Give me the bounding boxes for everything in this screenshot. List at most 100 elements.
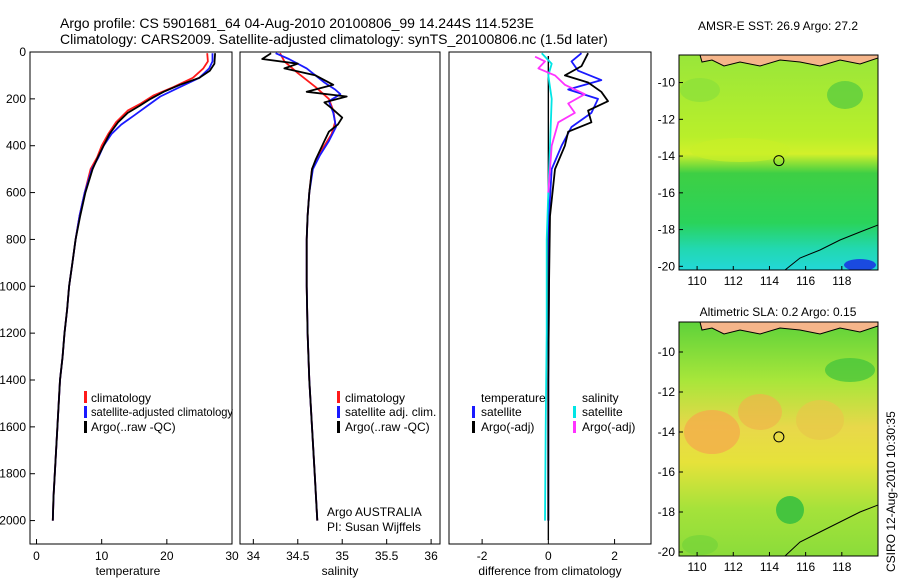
legend-label-satellite: satellite-adjusted climatology — [91, 405, 233, 419]
legend-label-argo: Argo(..raw -QC) — [91, 420, 176, 434]
legend-swatch-satellite — [337, 406, 340, 418]
sst-map-frame — [678, 54, 879, 271]
difference-axis-label: difference from climatology — [478, 564, 621, 578]
figure-title-line1: Argo profile: CS 5901681_64 04-Aug-2010 … — [60, 15, 534, 31]
salinity-series — [261, 52, 348, 521]
lon-tick-label: 114 — [760, 274, 779, 288]
series-line-temp_argo — [547, 52, 609, 521]
figure-title-line2: Climatology: CARS2009. Satellite-adjuste… — [60, 31, 608, 47]
lon-tick-label: 110 — [688, 274, 707, 288]
x-tick-label: 30 — [225, 549, 239, 563]
x-tick-label: 35 — [336, 549, 350, 563]
salinity-axis-label: salinity — [322, 564, 359, 578]
lat-tick-label: -18 — [658, 223, 676, 237]
x-tick-label: 2 — [611, 549, 618, 563]
x-tick-label: 0 — [545, 549, 552, 563]
sla-coastline-south — [784, 504, 878, 556]
lat-tick-label: -10 — [658, 76, 676, 90]
y-tick-label: 200 — [6, 92, 26, 106]
series-line-sal_argo — [534, 55, 586, 193]
y-tick-label: 1600 — [0, 420, 26, 434]
salinity-legend: climatology satellite adj. clim. Argo(..… — [337, 391, 436, 434]
lat-tick-label: -10 — [658, 345, 676, 359]
temperature-y-ticks: 0 200 400 600 800 1000 1200 1400 1600 1800 2000 — [0, 45, 35, 528]
salinity-panel: 34 34.5 35 35.5 36 salinity climatology sate… — [239, 51, 441, 578]
legend-label-sal-argo: Argo(-adj) — [582, 420, 635, 434]
legend-label-satellite: satellite adj. clim. — [345, 405, 436, 419]
x-tick-label: 34 — [247, 549, 261, 563]
y-tick-label: 0 — [19, 45, 26, 59]
sst-argo-location-marker — [773, 155, 785, 167]
sst-map-ticks: 110 112 114 116 118 -10 -12 -14 -16 -18 -20 — [658, 76, 852, 288]
y-tick-label: 1000 — [0, 279, 26, 293]
legend-label-temp-argo: Argo(-adj) — [481, 420, 534, 434]
legend-swatch-sal-satellite — [573, 406, 576, 418]
lat-tick-label: -14 — [658, 149, 676, 163]
y-tick-label: 1200 — [0, 326, 26, 340]
salinity-x-ticks: 34 34.5 35 35.5 36 — [247, 539, 438, 563]
x-tick-label: 10 — [95, 549, 109, 563]
sla-map-field — [679, 322, 878, 556]
lat-tick-label: -20 — [658, 545, 676, 559]
legend-label-sal-satellite: satellite — [582, 405, 623, 419]
legend-swatch-climatology — [337, 391, 340, 403]
sla-argo-location-marker — [773, 431, 785, 443]
y-tick-label: 600 — [6, 186, 26, 200]
series-line-temp_satellite — [547, 52, 603, 521]
sla-map: Altimetric SLA: 0.2 Argo: 0.15 110 112 114… — [658, 305, 879, 574]
lat-tick-label: -16 — [658, 465, 676, 479]
salinity-annotation-line1: Argo AUSTRALIA — [327, 505, 422, 519]
lon-tick-label: 114 — [760, 560, 779, 574]
legend-swatch-climatology — [84, 391, 87, 403]
x-tick-label: 20 — [160, 549, 174, 563]
sla-coastline-north — [679, 322, 878, 335]
sst-map-title: AMSR-E SST: 26.9 Argo: 27.2 — [698, 19, 858, 33]
legend-heading-salinity: salinity — [582, 391, 619, 405]
legend-swatch-temp-satellite — [472, 406, 475, 418]
x-tick-label: -2 — [477, 549, 488, 563]
y-tick-label: 800 — [6, 232, 26, 246]
sst-map-field — [679, 55, 878, 270]
lon-tick-label: 112 — [724, 560, 743, 574]
salinity-annotation-line2: PI: Susan Wijffels — [327, 520, 421, 534]
lat-tick-label: -12 — [658, 112, 676, 126]
sst-coastline-south — [784, 224, 878, 270]
temperature-panel: 0 200 400 600 800 1000 1200 1400 1600 1800 2000 0 1… — [0, 45, 239, 578]
legend-label-climatology: climatology — [91, 391, 151, 405]
lon-tick-label: 116 — [796, 560, 815, 574]
sst-map: AMSR-E SST: 26.9 Argo: 27.2 110 112 114 116… — [658, 19, 879, 288]
y-tick-label: 400 — [6, 139, 26, 153]
difference-panel-frame — [448, 51, 652, 545]
series-line-argo — [51, 53, 216, 521]
series-line-satellite — [275, 52, 342, 521]
side-stamp: CSIRO 12-Aug-2010 10:30:35 — [884, 411, 898, 572]
legend-swatch-satellite — [84, 406, 87, 418]
legend-label-temp-satellite: satellite — [481, 405, 522, 419]
sla-map-frame — [678, 321, 879, 557]
lat-tick-label: -12 — [658, 385, 676, 399]
series-line-argo — [261, 52, 348, 521]
difference-panel: -2 0 2 difference from climatology tempera… — [448, 51, 652, 578]
lat-tick-label: -18 — [658, 505, 676, 519]
y-tick-label: 1800 — [0, 467, 26, 481]
x-tick-label: 36 — [424, 549, 438, 563]
lon-tick-label: 116 — [796, 274, 815, 288]
legend-swatch-argo — [84, 421, 87, 433]
series-line-sal_satellite — [541, 52, 553, 521]
y-tick-label: 1400 — [0, 373, 26, 387]
legend-label-climatology: climatology — [345, 391, 405, 405]
temperature-series — [51, 53, 216, 521]
x-tick-label: 35.5 — [375, 549, 399, 563]
lon-tick-label: 110 — [688, 560, 707, 574]
difference-x-ticks: -2 0 2 — [477, 539, 618, 563]
series-line-satellite — [51, 53, 214, 521]
x-tick-label: 34.5 — [286, 549, 310, 563]
sla-map-title: Altimetric SLA: 0.2 Argo: 0.15 — [700, 305, 857, 319]
temperature-axis-label: temperature — [96, 564, 161, 578]
legend-swatch-sal-argo — [573, 421, 576, 433]
temperature-x-ticks: 0 10 20 30 — [33, 539, 239, 563]
lat-tick-label: -20 — [658, 259, 676, 273]
lat-tick-label: -14 — [658, 425, 676, 439]
lon-tick-label: 118 — [832, 274, 851, 288]
legend-swatch-argo — [337, 421, 340, 433]
